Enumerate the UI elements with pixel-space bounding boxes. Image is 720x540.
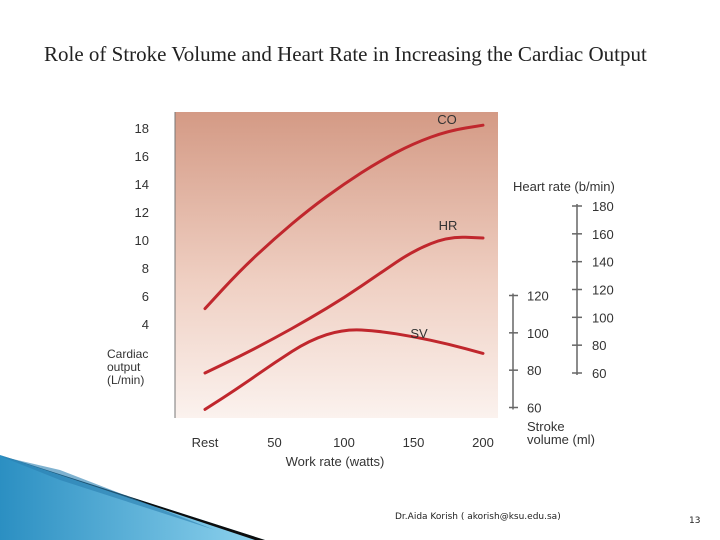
plot-area [175,112,498,418]
series-line-sv [203,328,485,411]
sv-tick-label: 120 [527,289,549,304]
hr-tick-label: 60 [592,366,606,381]
hr-tick-label: 140 [592,255,614,270]
x-tick-label: Rest [192,435,219,450]
series-label-hr: HR [439,218,458,233]
x-tick-label: 200 [472,435,494,450]
co-tick-label: 4 [142,317,149,332]
co-tick-label: 10 [135,233,149,248]
x-tick-label: 150 [403,435,425,450]
series-line-co [203,123,485,311]
page-number: 13 [689,516,701,526]
co-tick-label: 18 [135,121,149,136]
hr-tick-label: 100 [592,310,614,325]
co-axis-label: (L/min) [107,373,144,387]
hr-tick-label: 160 [592,227,614,242]
slide-title: Role of Stroke Volume and Heart Rate in … [44,42,647,66]
sv-tick-label: 60 [527,401,541,416]
sv-tick-label: 80 [527,363,541,378]
series-line-hr [203,235,485,375]
sv-axis-label: Stroke [527,419,565,434]
x-tick-label: 50 [267,435,281,450]
co-tick-label: 6 [142,289,149,304]
series-label-co: CO [437,112,457,127]
hr-axis-label: Heart rate (b/min) [513,179,615,194]
series-label-sv: SV [410,326,428,341]
x-tick-label: 100 [333,435,355,450]
sv-tick-label: 100 [527,326,549,341]
decorative-wedge [0,455,265,540]
hr-tick-label: 180 [592,199,614,214]
co-tick-label: 12 [135,205,149,220]
co-axis-label: Cardiac [107,347,148,361]
co-tick-label: 14 [135,177,149,192]
x-axis-label: Work rate (watts) [286,454,385,469]
co-axis-label: output [107,360,141,374]
footer-credit: Dr.Aida Korish ( akorish@ksu.edu.sa) [395,512,561,522]
co-tick-label: 8 [142,261,149,276]
co-tick-label: 16 [135,149,149,164]
hr-tick-label: 120 [592,283,614,298]
sv-axis-label: volume (ml) [527,432,595,447]
hr-tick-label: 80 [592,338,606,353]
